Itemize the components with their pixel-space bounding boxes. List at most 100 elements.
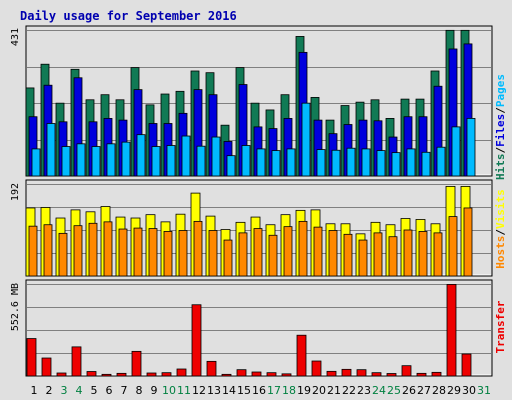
hosts-bar-day-11 bbox=[178, 230, 188, 277]
legend-files: Files bbox=[494, 114, 507, 147]
day-label-7: 7 bbox=[121, 384, 128, 397]
pages-bar-day-23 bbox=[361, 148, 371, 177]
pages-bar-day-25 bbox=[391, 152, 401, 177]
day-label-24: 24 bbox=[372, 384, 386, 397]
day-label-16: 16 bbox=[252, 384, 266, 397]
pages-bar-day-29 bbox=[451, 126, 461, 177]
day-label-13: 13 bbox=[207, 384, 221, 397]
transfer-bar-day-13 bbox=[206, 360, 217, 377]
transfer-bar-day-24 bbox=[371, 372, 382, 377]
pages-bar-day-9 bbox=[151, 146, 161, 177]
hosts-bar-day-20 bbox=[313, 226, 323, 277]
pages-bar-day-13 bbox=[211, 136, 221, 177]
day-label-9: 9 bbox=[151, 384, 158, 397]
pages-bar-day-17 bbox=[271, 150, 281, 177]
pages-bar-day-22 bbox=[346, 147, 356, 177]
hosts-bar-day-14 bbox=[223, 239, 233, 277]
day-label-12: 12 bbox=[192, 384, 206, 397]
transfer-bar-day-4 bbox=[71, 346, 82, 377]
pages-bar-day-14 bbox=[226, 155, 236, 177]
pages-bar-day-24 bbox=[376, 150, 386, 177]
hosts-bar-day-28 bbox=[433, 232, 443, 277]
pages-bar-day-27 bbox=[421, 151, 431, 177]
pages-bar-day-16 bbox=[256, 148, 266, 177]
hosts-bar-day-16 bbox=[253, 228, 263, 277]
hosts-bar-day-21 bbox=[328, 230, 338, 277]
day-label-11: 11 bbox=[177, 384, 191, 397]
pages-bar-day-7 bbox=[121, 141, 131, 177]
day-label-2: 2 bbox=[46, 384, 53, 397]
hosts-bar-day-25 bbox=[388, 236, 398, 277]
hosts-bar-day-18 bbox=[283, 226, 293, 277]
hosts-bar-day-4 bbox=[73, 225, 83, 277]
transfer-bar-day-7 bbox=[116, 372, 127, 377]
pages-bar-day-4 bbox=[76, 143, 86, 177]
day-label-8: 8 bbox=[136, 384, 143, 397]
transfer-bar-day-1 bbox=[26, 338, 37, 377]
pages-bar-day-26 bbox=[406, 148, 416, 177]
legend-hits: Hits bbox=[494, 154, 507, 181]
pages-bar-day-30 bbox=[466, 118, 476, 177]
transfer-bar-day-6 bbox=[101, 373, 112, 377]
hosts-bar-day-3 bbox=[58, 232, 68, 277]
hosts-bar-day-30 bbox=[463, 207, 473, 277]
pages-bar-day-5 bbox=[91, 146, 101, 177]
transfer-bar-day-22 bbox=[341, 368, 352, 377]
pages-bar-day-11 bbox=[181, 135, 191, 177]
hosts-bar-day-24 bbox=[373, 232, 383, 277]
day-label-22: 22 bbox=[342, 384, 356, 397]
day-label-6: 6 bbox=[106, 384, 113, 397]
transfer-bar-day-15 bbox=[236, 369, 247, 377]
hosts-bar-day-17 bbox=[268, 234, 278, 277]
day-label-30: 30 bbox=[462, 384, 476, 397]
pages-bar-day-6 bbox=[106, 143, 116, 177]
visits-panel-legend: Hosts/Visits bbox=[494, 189, 507, 269]
pages-bar-day-19 bbox=[301, 102, 311, 177]
hosts-bar-day-26 bbox=[403, 229, 413, 277]
pages-bar-day-15 bbox=[241, 145, 251, 177]
day-label-26: 26 bbox=[402, 384, 416, 397]
transfer-panel-frame bbox=[25, 279, 493, 377]
day-label-31: 31 bbox=[477, 384, 491, 397]
hits-max-label: 431 bbox=[10, 28, 21, 46]
day-label-23: 23 bbox=[357, 384, 371, 397]
legend-transfer: Transfer bbox=[494, 300, 507, 353]
transfer-bar-day-9 bbox=[146, 372, 157, 377]
hosts-bar-day-15 bbox=[238, 232, 248, 277]
pages-bar-day-20 bbox=[316, 149, 326, 177]
chart-bars bbox=[25, 29, 476, 377]
pages-bar-day-2 bbox=[46, 123, 56, 177]
pages-bar-day-18 bbox=[286, 148, 296, 177]
pages-bar-day-10 bbox=[166, 145, 176, 177]
pages-bar-day-3 bbox=[61, 146, 71, 177]
hosts-bar-day-13 bbox=[208, 230, 218, 277]
transfer-bar-day-12 bbox=[191, 304, 202, 377]
hosts-bar-day-10 bbox=[163, 231, 173, 277]
day-labels: 1 2 3 4 5 6 7 8 9 10 11 12 13 14 15 16 17 18 19 20 21 22 23 24 2… bbox=[31, 384, 492, 397]
hosts-bar-day-1 bbox=[28, 225, 38, 277]
hosts-bar-day-5 bbox=[88, 222, 98, 277]
transfer-max-label: 552.6 MB bbox=[10, 283, 21, 331]
transfer-bar-day-2 bbox=[41, 357, 52, 377]
transfer-bar-day-26 bbox=[401, 365, 412, 377]
transfer-bar-day-16 bbox=[251, 371, 262, 377]
visits-max-label: 192 bbox=[10, 183, 21, 201]
panel-frames bbox=[25, 25, 493, 377]
day-label-4: 4 bbox=[76, 384, 83, 397]
transfer-bar-day-28 bbox=[431, 371, 442, 377]
hosts-bar-day-19 bbox=[298, 220, 308, 277]
day-label-15: 15 bbox=[237, 384, 251, 397]
transfer-bar-day-17 bbox=[266, 372, 277, 377]
day-label-10: 10 bbox=[162, 384, 176, 397]
day-label-3: 3 bbox=[61, 384, 68, 397]
transfer-bar-day-11 bbox=[176, 368, 187, 377]
transfer-bar-day-18 bbox=[281, 373, 292, 377]
transfer-bar-day-8 bbox=[131, 350, 142, 377]
hosts-bar-day-6 bbox=[103, 221, 113, 277]
pages-bar-day-8 bbox=[136, 134, 146, 177]
hosts-bar-day-23 bbox=[358, 239, 368, 277]
hits-panel-legend: Hits/Files/Pages bbox=[494, 74, 507, 180]
legend-hosts: Hosts bbox=[494, 236, 507, 269]
transfer-bar-day-10 bbox=[161, 372, 172, 377]
